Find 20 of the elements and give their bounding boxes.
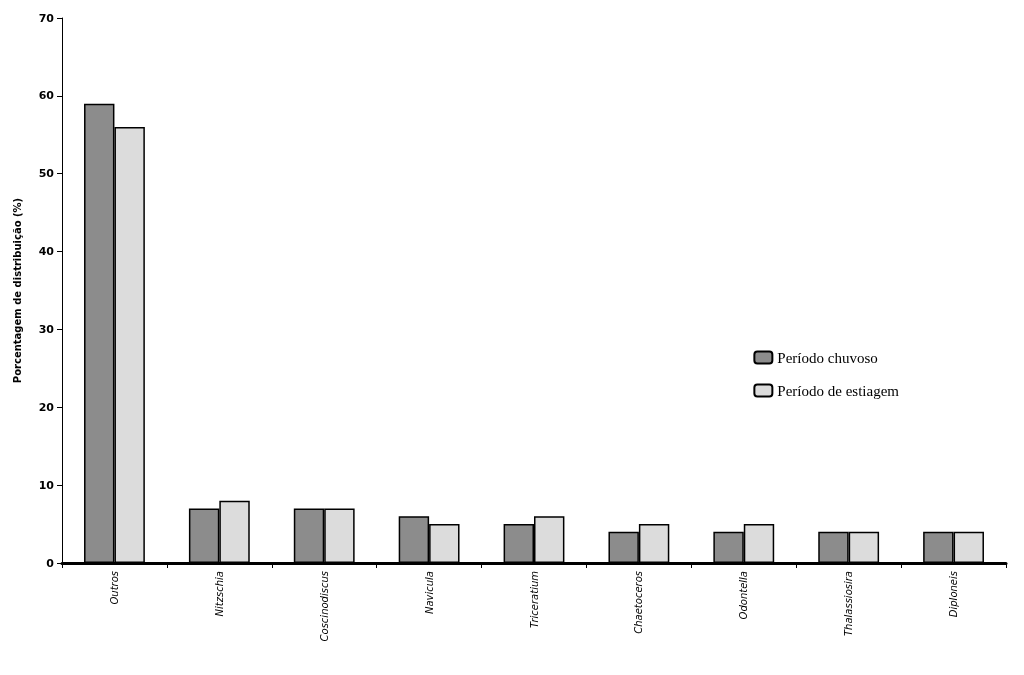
x-tick-label: Diploneis [948, 571, 960, 618]
y-tick-label: 70 [38, 11, 55, 25]
y-tick-label: 60 [38, 89, 55, 103]
x-tick-label: Nitzschia [213, 571, 225, 617]
x-tick-label: Chaetoceros [633, 571, 645, 634]
y-tick-label: 40 [38, 245, 55, 259]
x-tick-label: Odontella [738, 571, 750, 620]
y-axis-title: Porcentagem de distribuição (%) [11, 197, 23, 384]
x-tick-label: Thalassiosira [843, 571, 855, 637]
x-tick-label: Outros [108, 571, 120, 605]
x-tick-label: Navicula [423, 571, 435, 615]
y-tick-label: 20 [38, 400, 55, 414]
legend-label: Período de estiagem [777, 382, 900, 399]
y-tick-label: 30 [38, 322, 55, 336]
y-tick-label: 0 [46, 556, 55, 570]
y-tick-label: 50 [38, 167, 55, 181]
legend-label: Período chuvoso [777, 349, 878, 366]
y-tick-label: 10 [38, 478, 55, 492]
x-tick-label: Coscinodiscus [318, 571, 330, 642]
x-tick-label: Triceratium [528, 570, 540, 628]
